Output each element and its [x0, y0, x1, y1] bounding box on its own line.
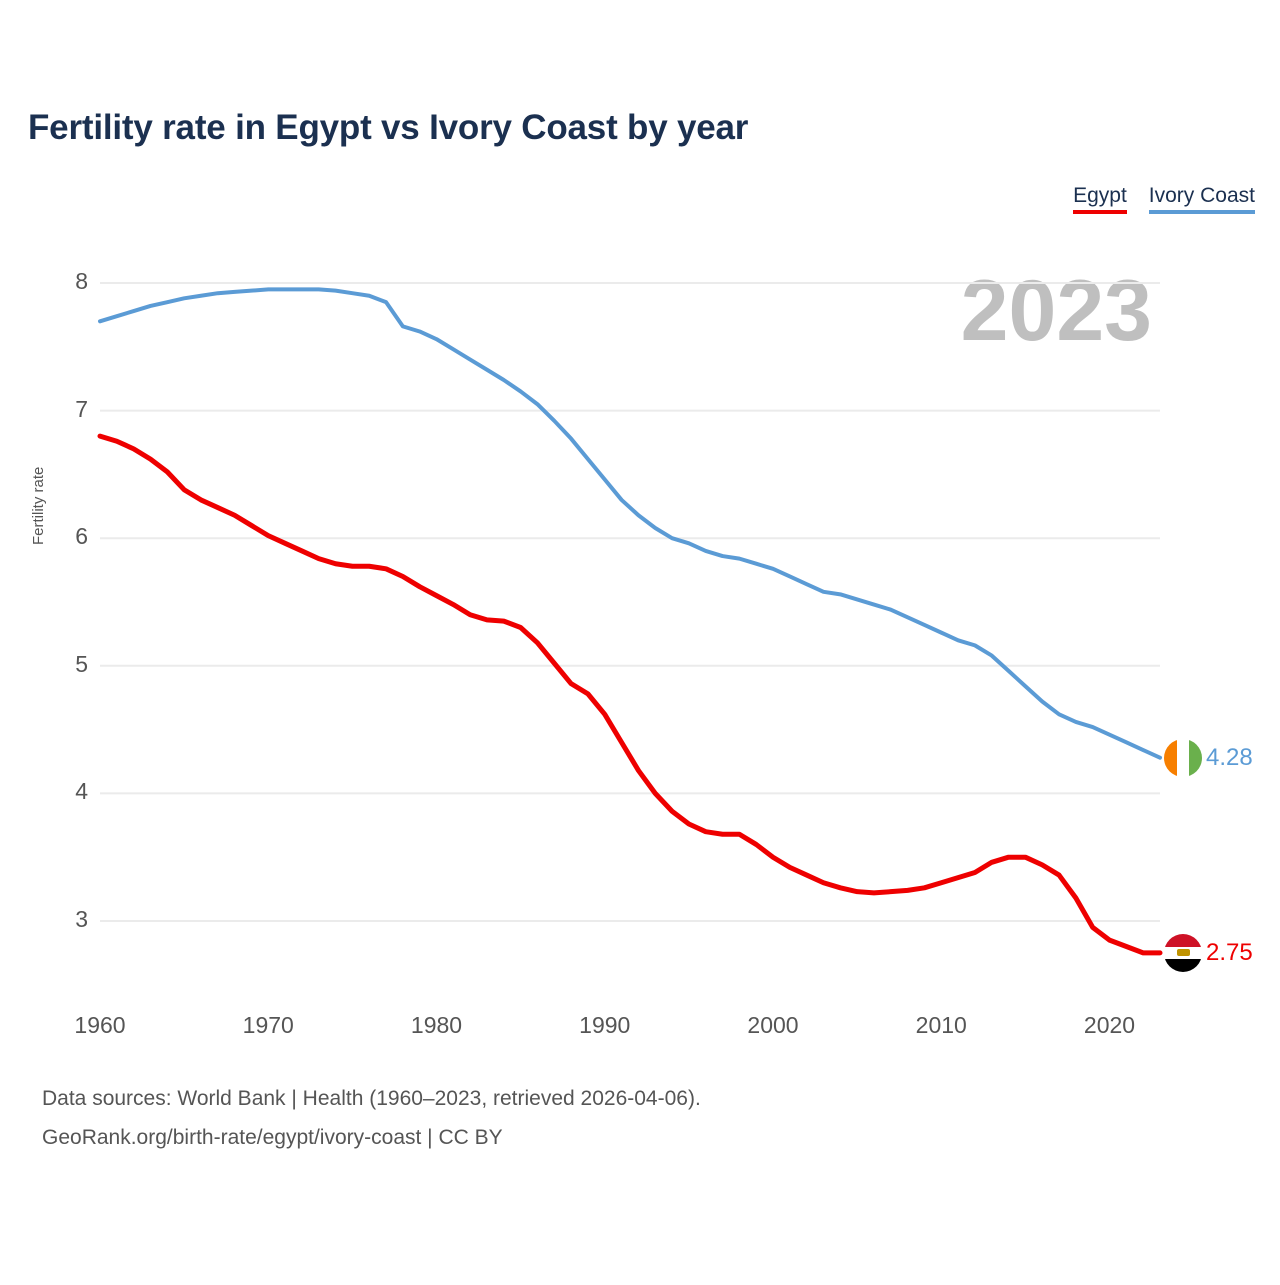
x-tick-label: 1970 — [242, 1012, 294, 1038]
footer-data-sources: Data sources: World Bank | Health (1960–… — [42, 1087, 701, 1110]
x-tick-label: 1990 — [579, 1012, 631, 1038]
endpoint-value-ci: 4.28 — [1206, 743, 1253, 771]
y-tick-label: 5 — [75, 650, 88, 677]
legend-label-ivory-coast: Ivory Coast — [1148, 184, 1255, 207]
x-tick-label: 2010 — [915, 1012, 967, 1038]
x-tick-label: 1980 — [410, 1012, 463, 1038]
x-tick-label: 2020 — [1083, 1012, 1136, 1038]
page-title: Fertility rate in Egypt vs Ivory Coast b… — [28, 108, 749, 147]
y-tick-label: 8 — [75, 268, 88, 294]
chart-legend: Egypt Ivory Coast — [1073, 183, 1255, 214]
series-line-egypt — [97, 433, 1163, 956]
y-tick-label: 3 — [75, 906, 88, 932]
footer-attribution: GeoRank.org/birth-rate/egypt/ivory-coast… — [42, 1126, 503, 1149]
y-tick-label: 6 — [75, 523, 88, 550]
series-line-ivory-coast — [98, 287, 1162, 760]
egypt-eagle-emblem-icon — [1176, 949, 1190, 957]
y-tick-label: 7 — [75, 395, 88, 422]
x-tick-label: 1960 — [74, 1012, 126, 1038]
y-tick-label: 4 — [75, 778, 88, 805]
endpoint-value-eg: 2.75 — [1206, 938, 1253, 966]
legend-item-ivory-coast[interactable]: Ivory Coast — [1148, 183, 1255, 214]
legend-color-swatch-egypt — [1073, 210, 1127, 214]
ivory-coast-flag-icon — [1164, 738, 1202, 777]
legend-item-egypt[interactable]: Egypt — [1073, 183, 1127, 214]
x-tick-label: 2000 — [747, 1012, 799, 1038]
legend-label-egypt: Egypt — [1073, 184, 1127, 207]
legend-color-swatch-ivory-coast — [1148, 210, 1255, 214]
egypt-flag-icon — [1164, 933, 1202, 972]
